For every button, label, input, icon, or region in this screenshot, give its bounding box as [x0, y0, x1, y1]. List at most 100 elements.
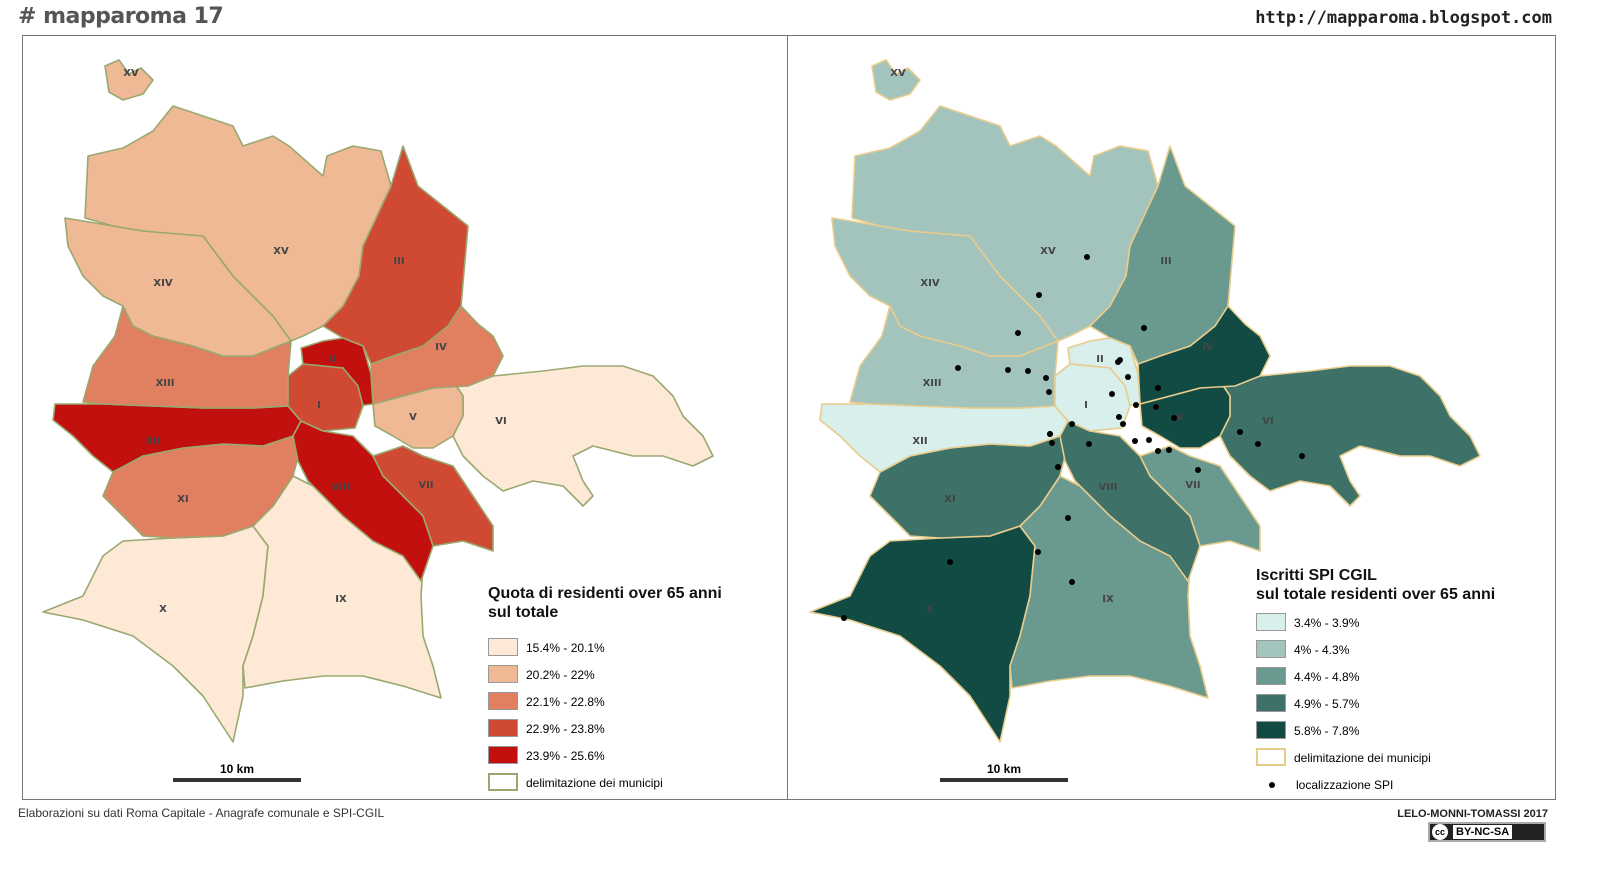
- municipio-label-vi: VI: [1262, 416, 1273, 427]
- municipio-label-xii: XII: [145, 436, 160, 447]
- maps-frame: [22, 35, 1556, 800]
- legend-class-5: 5.8% - 7.8%: [1256, 718, 1495, 745]
- spi-location-point: [947, 559, 953, 565]
- municipio-x: [42, 525, 269, 743]
- legend-label: 5.8% - 7.8%: [1294, 724, 1360, 738]
- municipio-label-x: X: [159, 604, 167, 615]
- municipio-label-xiii: XIII: [923, 378, 942, 389]
- spi-location-point: [1155, 385, 1161, 391]
- legend-swatch: [1256, 613, 1286, 631]
- municipio-label-ii: II: [1096, 354, 1103, 365]
- spi-location-point: [1109, 391, 1115, 397]
- legend-right-boundary: delimitazione dei municipi: [1256, 745, 1495, 772]
- boundary-swatch: [1256, 748, 1286, 766]
- spi-location-point: [1047, 431, 1053, 437]
- legend-label: 3.4% - 3.9%: [1294, 616, 1360, 630]
- legend-class-5: 23.9% - 25.6%: [488, 743, 722, 770]
- spi-location-point: [1255, 441, 1261, 447]
- blog-url[interactable]: http://mapparoma.blogspot.com: [1255, 8, 1552, 28]
- municipio-label-xiv: XIV: [920, 278, 939, 289]
- legend-swatch: [488, 692, 518, 710]
- scale-bar-left: 10 km: [173, 762, 301, 782]
- municipio-label-i: I: [317, 400, 321, 411]
- municipio-label-vii: VII: [418, 480, 433, 491]
- spi-location-point: [1065, 515, 1071, 521]
- municipio-label-viii: VIII: [332, 482, 351, 493]
- legend-swatch: [488, 719, 518, 737]
- spi-location-point: [1046, 389, 1052, 395]
- municipio-label-v: V: [1176, 412, 1184, 423]
- legend-right-points: localizzazione SPI: [1256, 772, 1495, 799]
- point-marker-icon: [1269, 782, 1275, 788]
- municipio-label-xv: XV: [890, 68, 906, 79]
- spi-location-point: [1117, 357, 1123, 363]
- municipio-xv: [871, 59, 921, 101]
- spi-location-point: [1153, 404, 1159, 410]
- municipio-vi: [452, 365, 714, 507]
- municipio-label-iii: III: [393, 256, 404, 267]
- spi-location-point: [841, 615, 847, 621]
- spi-location-point: [1125, 374, 1131, 380]
- license-badge[interactable]: cc BY-NC-SA: [1428, 822, 1546, 842]
- municipio-label-iii: III: [1160, 256, 1171, 267]
- spi-location-point: [1133, 402, 1139, 408]
- municipio-label-xv: XV: [1040, 246, 1056, 257]
- scale-bar-right: 10 km: [940, 762, 1068, 782]
- municipio-label-ix: IX: [335, 594, 347, 605]
- legend-class-1: 15.4% - 20.1%: [488, 635, 722, 662]
- legend-left-title-2: sul totale: [488, 604, 559, 621]
- municipio-label-i: I: [1084, 400, 1088, 411]
- municipio-xv: [851, 105, 1159, 342]
- spi-location-point: [1043, 375, 1049, 381]
- page-title: # mapparoma 17: [18, 4, 224, 29]
- spi-location-point: [1195, 467, 1201, 473]
- spi-location-point: [1025, 368, 1031, 374]
- spi-location-point: [1166, 447, 1172, 453]
- spi-location-point: [1237, 429, 1243, 435]
- legend-swatch: [488, 665, 518, 683]
- municipio-vi: [1219, 365, 1481, 507]
- municipio-label-x: X: [926, 604, 934, 615]
- spi-location-point: [1069, 421, 1075, 427]
- legend-swatch: [1256, 721, 1286, 739]
- legend-class-1: 3.4% - 3.9%: [1256, 610, 1495, 637]
- spi-location-point: [1069, 579, 1075, 585]
- municipio-label-ix: IX: [1102, 594, 1114, 605]
- spi-location-point: [1015, 330, 1021, 336]
- municipio-x: [809, 525, 1036, 743]
- credit-note: LELO-MONNI-TOMASSI 2017: [1397, 808, 1548, 820]
- spi-location-point: [1055, 464, 1061, 470]
- municipio-i: [1054, 363, 1131, 432]
- municipio-label-xii: XII: [912, 436, 927, 447]
- spi-location-point: [1116, 414, 1122, 420]
- legend-left-boundary: delimitazione dei municipi: [488, 770, 722, 797]
- cc-icon: cc: [1432, 824, 1448, 840]
- legend-left: Quota di residenti over 65 anni sul tota…: [488, 584, 722, 797]
- municipio-label-iv: IV: [435, 342, 447, 353]
- legend-right: Iscritti SPI CGIL sul totale residenti o…: [1256, 566, 1495, 799]
- spi-location-point: [1155, 448, 1161, 454]
- spi-location-point: [1049, 440, 1055, 446]
- source-note: Elaborazioni su dati Roma Capitale - Ana…: [18, 806, 385, 820]
- municipio-label-xi: XI: [944, 494, 955, 505]
- municipio-label-ii: II: [329, 354, 336, 365]
- legend-class-4: 22.9% - 23.8%: [488, 716, 722, 743]
- municipio-label-vii: VII: [1185, 480, 1200, 491]
- legend-class-4: 4.9% - 5.7%: [1256, 691, 1495, 718]
- municipio-label-vi: VI: [495, 416, 506, 427]
- municipio-label-xv: XV: [123, 68, 139, 79]
- spi-location-point: [1146, 437, 1152, 443]
- legend-label: 4% - 4.3%: [1294, 643, 1350, 657]
- legend-swatch: [488, 746, 518, 764]
- municipio-label-iv: IV: [1202, 342, 1214, 353]
- legend-class-2: 20.2% - 22%: [488, 662, 722, 689]
- boundary-swatch: [488, 773, 518, 791]
- legend-swatch: [488, 638, 518, 656]
- legend-label: 4.4% - 4.8%: [1294, 670, 1360, 684]
- legend-label: 20.2% - 22%: [526, 668, 595, 682]
- maps-divider: [787, 35, 788, 799]
- legend-label: 22.1% - 22.8%: [526, 695, 605, 709]
- municipio-iii: [322, 145, 469, 365]
